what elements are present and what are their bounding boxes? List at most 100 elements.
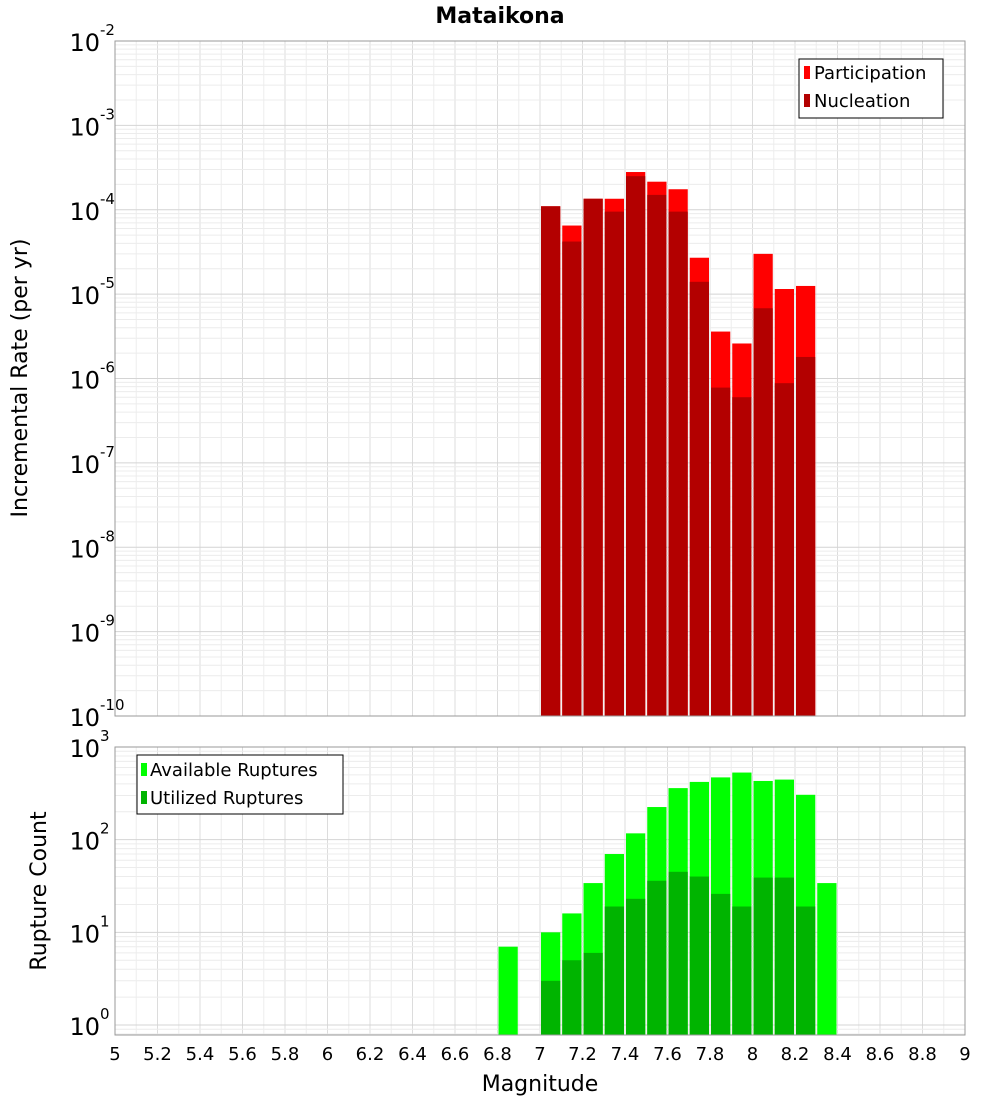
bar-secondary [626,898,646,1035]
y-tick-base: 10 [69,620,100,648]
y-tick-base: 10 [69,282,100,310]
x-tick-label: 5.2 [143,1044,172,1065]
y-tick-base: 10 [69,29,100,57]
y-tick-exponent: 1 [100,912,110,930]
y-tick-exponent: 3 [100,727,110,745]
bar-secondary [689,281,709,716]
legend-swatch-nucleation [804,94,810,107]
y-tick-label: 10 -10 [69,696,124,732]
x-tick-label: 6.8 [483,1044,512,1065]
y-tick-exponent: -5 [100,274,115,292]
x-tick-label: 7 [534,1044,545,1065]
y-tick-base: 10 [69,704,100,732]
legend-swatch-utilized [141,791,147,804]
y-tick-label: 10 1 [69,912,109,948]
bottom-legend: Available Ruptures Utilized Ruptures [136,754,344,815]
y-tick-label: 10 -3 [69,105,115,141]
bottom-bars [498,772,837,1035]
y-tick-label: 10 -5 [69,274,115,310]
y-tick-label: 10 -7 [69,443,115,479]
bar-secondary [796,906,816,1035]
legend-label-nucleation: Nucleation [814,91,910,112]
x-tick-label: 6.4 [398,1044,427,1065]
x-tick-label: 5.6 [228,1044,257,1065]
y-tick-base: 10 [69,828,100,856]
bar-secondary [732,906,752,1035]
y-tick-label: 10 -9 [69,612,115,648]
y-tick-base: 10 [69,1013,100,1041]
y-tick-label: 10 0 [69,1005,109,1041]
top-y-axis-label: Incremental Rate (per yr) [8,239,33,518]
x-tick-label: 6 [322,1044,333,1065]
y-tick-base: 10 [69,367,100,395]
bar-primary [498,946,518,1035]
y-tick-exponent: -10 [100,696,125,714]
x-tick-label: 7.8 [696,1044,725,1065]
y-tick-exponent: -8 [100,527,115,545]
legend-label-available: Available Ruptures [150,760,318,781]
y-tick-exponent: -3 [100,105,115,123]
y-tick-base: 10 [69,920,100,948]
x-tick-label: 8.8 [908,1044,937,1065]
chart-title: Mataikona [435,4,564,29]
bar-secondary [668,871,688,1035]
bar-primary [817,883,837,1035]
y-tick-label: 10 -2 [69,21,115,57]
bottom-plot-frame [114,746,966,1036]
x-tick-label: 7.2 [568,1044,597,1065]
y-tick-exponent: -4 [100,190,115,208]
x-tick-label: 8 [747,1044,758,1065]
bar-secondary [562,960,582,1035]
x-tick-label: 7.6 [653,1044,682,1065]
top-legend: Participation Nucleation [798,58,944,119]
legend-label-utilized: Utilized Ruptures [150,788,303,809]
y-tick-exponent: -2 [100,21,115,39]
legend-swatch-participation [804,66,810,79]
legend-swatch-available [141,763,147,776]
x-tick-labels: 5 5.2 5.4 5.6 5.8 6 6.2 6.4 6.6 6.8 7 7.2 7.4 7.6 7.8 8… [109,1044,970,1065]
y-tick-exponent: -6 [100,359,115,377]
top-bars [541,172,816,717]
y-tick-exponent: -7 [100,443,115,461]
y-tick-exponent: -9 [100,612,115,630]
bar-secondary [626,176,646,716]
bar-secondary [583,198,603,717]
x-tick-label: 6.2 [356,1044,385,1065]
y-tick-label: 10 -6 [69,359,115,395]
y-tick-exponent: 0 [100,1005,110,1023]
y-tick-base: 10 [69,113,100,141]
y-tick-base: 10 [69,535,100,563]
bar-secondary [647,880,667,1035]
x-tick-label: 5.4 [186,1044,215,1065]
top-legend-box [798,58,944,119]
bar-secondary [583,952,603,1035]
x-tick-label: 7.4 [611,1044,640,1065]
x-tick-label: 8.6 [866,1044,895,1065]
bar-secondary [668,211,688,716]
bottom-y-axis-label: Rupture Count [27,811,52,971]
bar-secondary [711,387,731,716]
bar-secondary [647,194,667,716]
y-tick-label: 10 2 [69,820,109,856]
bar-secondary [604,211,624,716]
top-plot-frame [114,40,966,717]
bar-secondary [774,877,794,1035]
bar-secondary [796,356,816,716]
bar-secondary [541,206,561,716]
bottom-legend-box [136,754,344,815]
x-tick-label: 6.6 [441,1044,470,1065]
x-tick-label: 8.2 [781,1044,810,1065]
x-tick-label: 9 [959,1044,970,1065]
y-tick-label: 10 -4 [69,190,115,226]
x-tick-label: 5.8 [271,1044,300,1065]
bar-secondary [753,877,773,1035]
bar-secondary [711,893,731,1035]
bar-secondary [562,241,582,717]
x-tick-label: 5 [109,1044,120,1065]
y-tick-exponent: 2 [100,820,110,838]
bar-secondary [541,980,561,1035]
